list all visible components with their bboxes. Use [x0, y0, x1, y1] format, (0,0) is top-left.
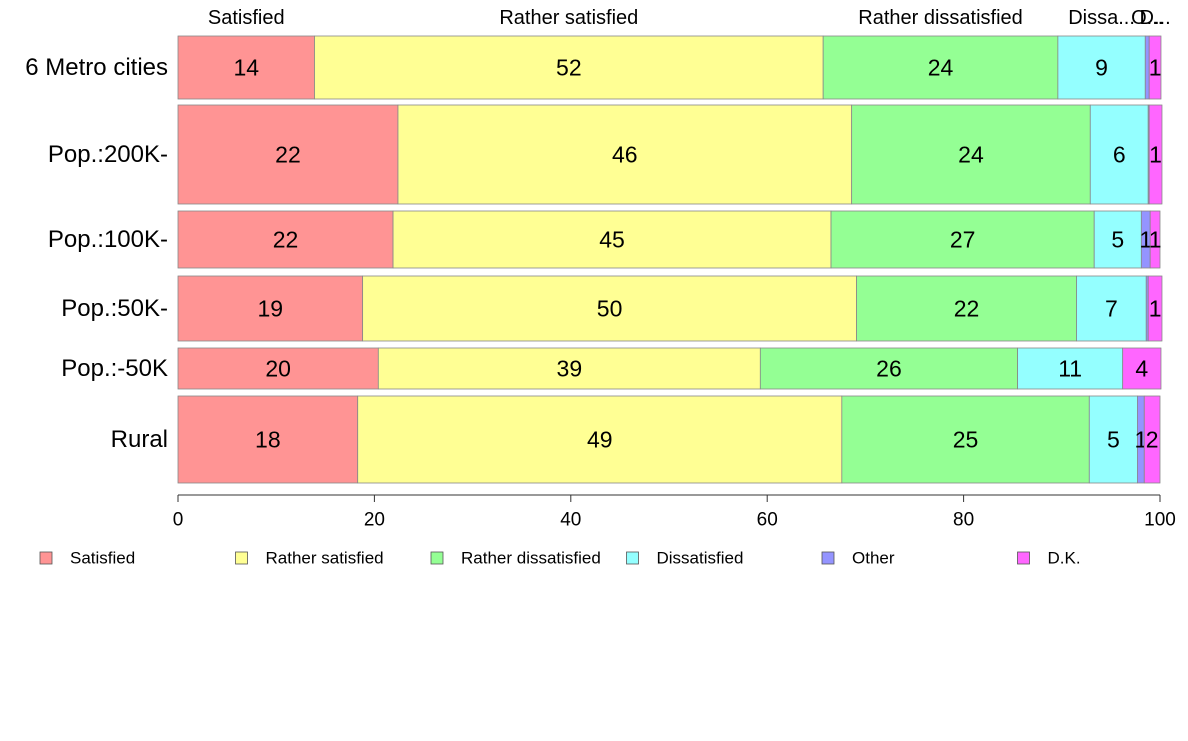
category-label: Pop.:200K-: [48, 141, 168, 168]
bar-segment: [177, 347, 379, 390]
category-label: Pop.:-50K: [61, 355, 168, 382]
legend-label: Rather satisfied: [266, 549, 384, 568]
bar-segment: [841, 395, 1090, 484]
bar-segment: [851, 104, 1091, 205]
bar-segment: [177, 395, 359, 484]
bar-value-label: 24: [958, 142, 984, 168]
bar-value-label: 9: [1095, 55, 1108, 81]
column-header-label: Satisfied: [208, 7, 285, 29]
bar-segment: [1149, 210, 1161, 269]
bar-value-label: 49: [587, 427, 613, 453]
bar-value-label: 50: [597, 296, 623, 322]
bar-value-label: 24: [928, 55, 954, 81]
x-tick-label: 100: [1144, 510, 1176, 531]
bar-value-label: 39: [557, 356, 583, 382]
x-tick-label: 80: [953, 510, 974, 531]
legend-swatch: [821, 551, 835, 565]
bar-value-label: 20: [265, 356, 291, 382]
bar-value-label: 7: [1105, 296, 1118, 322]
category-label: Rural: [111, 426, 168, 453]
bar-segment: [759, 347, 1019, 390]
bar-segment: [1122, 347, 1162, 390]
bar-value-label: 52: [556, 55, 582, 81]
bar-segment: [822, 35, 1059, 100]
legend-swatch: [39, 551, 53, 565]
bar-segment: [1088, 395, 1138, 484]
category-label: 6 Metro cities: [25, 54, 168, 81]
bar-segment: [314, 35, 824, 100]
bar-value-label: 1: [1149, 296, 1162, 322]
legend-label: Rather dissatisfied: [461, 549, 601, 568]
bar-value-label: 27: [950, 227, 976, 253]
bar-value-label: 5: [1111, 227, 1124, 253]
bar-segment: [856, 275, 1077, 342]
x-tick-label: 60: [757, 510, 778, 531]
legend-label: Dissatisfied: [657, 549, 744, 568]
bar-value-label: 46: [612, 142, 638, 168]
category-label: Pop.:100K-: [48, 226, 168, 253]
bar-segment: [177, 275, 364, 342]
bar-segment: [830, 210, 1095, 269]
legend-label: Satisfied: [70, 549, 135, 568]
bar-value-label: 5: [1107, 427, 1120, 453]
legend-swatch: [235, 551, 248, 565]
bar-value-label: 1: [1149, 142, 1162, 168]
bar-value-label: 6: [1113, 142, 1126, 168]
bar-value-label: 2: [1146, 427, 1159, 453]
bar-segment: [177, 104, 399, 205]
bar-segment: [177, 35, 315, 100]
legend-swatch: [1017, 551, 1030, 565]
bar-segment: [177, 210, 394, 269]
bar-value-label: 1: [1149, 55, 1162, 81]
bar-value-label: 1: [1139, 227, 1152, 253]
bar-value-label: 26: [876, 356, 902, 382]
column-header-label: D...: [1140, 7, 1171, 29]
bar-segment: [1089, 104, 1149, 205]
bar-value-label: 11: [1058, 356, 1082, 382]
bar-segment: [1147, 275, 1163, 342]
legend-label: D.K.: [1048, 549, 1081, 568]
bar-segment: [397, 104, 853, 205]
legend-label: Other: [852, 549, 895, 568]
bar-segment: [1057, 35, 1146, 100]
bar-segment: [1093, 210, 1142, 269]
bar-segment: [1076, 275, 1147, 342]
bar-segment: [1143, 395, 1161, 484]
x-tick-label: 20: [364, 510, 385, 531]
category-label: Pop.:50K-: [61, 295, 168, 322]
bar-value-label: 19: [258, 296, 284, 322]
bar-segment: [362, 275, 857, 342]
bar-segment: [1148, 35, 1162, 100]
column-header-label: Dissa...: [1068, 7, 1135, 29]
bar-value-label: 14: [233, 55, 259, 81]
column-header-label: Rather satisfied: [499, 7, 638, 29]
x-tick-label: 40: [560, 510, 581, 531]
bar-segment: [357, 395, 843, 484]
legend-swatch: [626, 551, 639, 565]
bar-value-label: 22: [275, 142, 301, 168]
legend-swatch: [430, 551, 444, 565]
bar-value-label: 18: [255, 427, 281, 453]
x-tick-label: 0: [173, 510, 184, 531]
bar-value-label: 22: [273, 227, 299, 253]
bar-value-label: 22: [954, 296, 980, 322]
bar-value-label: 4: [1135, 356, 1148, 382]
column-header-label: O...: [1131, 7, 1163, 29]
column-header-label: Rather dissatisfied: [858, 7, 1023, 29]
bar-segment: [1148, 104, 1163, 205]
bar-segment: [1017, 347, 1124, 390]
bar-value-label: 45: [599, 227, 625, 253]
bar-value-label: 1: [1149, 227, 1162, 253]
bar-value-label: 25: [953, 427, 979, 453]
